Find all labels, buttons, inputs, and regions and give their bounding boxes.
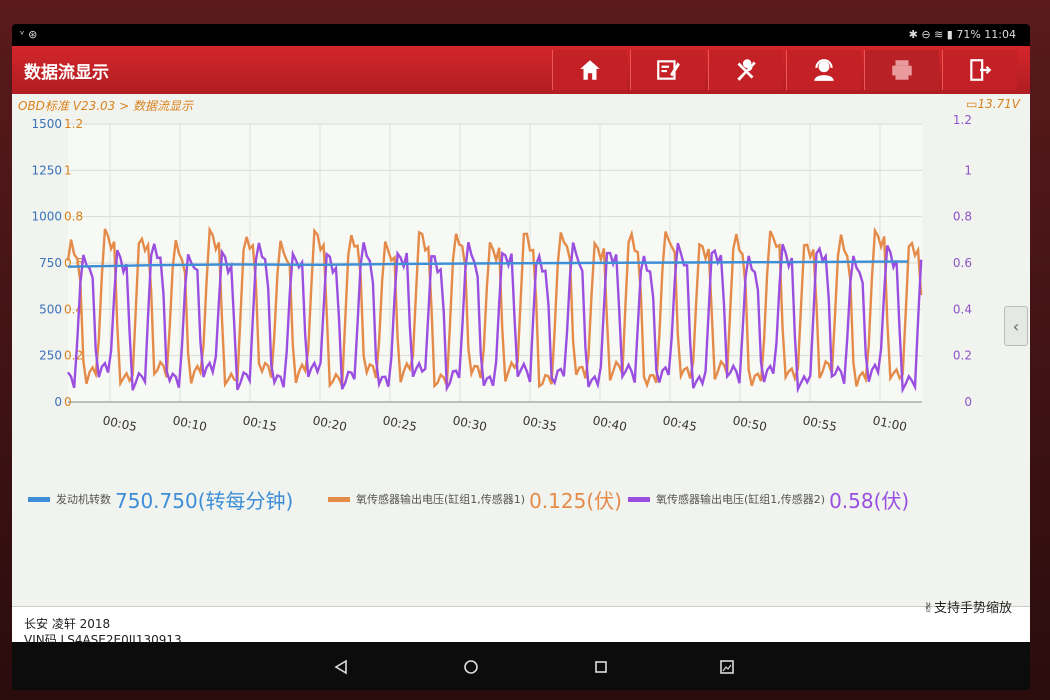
clock: 11:04 (984, 28, 1016, 41)
nav-back-button[interactable] (326, 652, 356, 682)
y-tick-volt-left: 0.8 (64, 210, 83, 224)
x-tick-label: 00:45 (661, 413, 698, 434)
legend: 发动机转数 750.750(转每分钟) 氧传感器输出电压(缸组1,传感器1) 0… (28, 474, 1018, 514)
x-tick-label: 01:00 (871, 413, 908, 434)
y-tick-volt-right: 1 (964, 163, 972, 177)
y-tick-volt-right: 0.2 (953, 349, 972, 363)
legend-value: 0.58(伏) (829, 489, 910, 513)
y-tick-rpm: 0 (54, 395, 62, 409)
print-button[interactable] (864, 50, 939, 90)
x-tick-label: 00:40 (591, 413, 628, 434)
y-tick-volt-left: 1 (64, 163, 72, 177)
y-tick-rpm: 750 (39, 256, 62, 270)
edit-button[interactable] (630, 50, 705, 90)
x-tick-label: 00:35 (521, 413, 558, 434)
side-expand-button[interactable]: ‹ (1004, 306, 1028, 346)
y-tick-volt-left: 0.6 (64, 256, 83, 270)
legend-swatch-o2-sensor2 (628, 497, 650, 502)
back-icon (334, 659, 347, 675)
y-tick-volt-right: 0.6 (953, 256, 972, 270)
breadcrumb: OBD标准 V23.03 > 数据流显示 (18, 99, 193, 113)
status-bar: ᵛ ⊛ ✱ ⊖ ≋ ▮ 71% 11:04 (12, 24, 1030, 46)
y-tick-rpm: 500 (39, 302, 62, 316)
edit-icon (657, 60, 680, 80)
exit-button[interactable] (942, 50, 1017, 90)
y-tick-volt-right: 0.8 (953, 210, 972, 224)
y-tick-volt-left: 0 (64, 395, 72, 409)
gesture-zoom-hint: ✌支持手势缩放 (923, 597, 1012, 616)
legend-name: 氧传感器输出电压(缸组1,传感器1) (356, 493, 526, 506)
series-line-o2-sensor1 (66, 225, 923, 389)
y-tick-volt-right: 1.2 (953, 113, 972, 127)
x-tick-label: 00:55 (801, 413, 838, 434)
x-tick-label: 00:20 (311, 413, 348, 434)
vehicle-info-bar: 长安 凌轩 2018 VIN码 LS4ASE2E0JJ130913 ✌支持手势缩… (12, 601, 1030, 647)
nav-home-button[interactable] (456, 652, 486, 682)
y-tick-rpm: 1500 (31, 117, 62, 131)
series-line-rpm (67, 260, 909, 268)
home-button[interactable] (552, 50, 627, 90)
data-stream-panel: OBD标准 V23.03 > 数据流显示 ▭13.71V 1500 1.2 1.2 1… (12, 94, 1030, 606)
y-tick-volt-left: 1.2 (64, 117, 83, 131)
x-tick-label: 00:30 (451, 413, 488, 434)
gesture-zoom-label: 支持手势缩放 (933, 601, 1012, 616)
battery-voltage-value: 13.71V (977, 97, 1020, 111)
home-icon (580, 60, 600, 80)
status-right: ✱ ⊖ ≋ ▮ 71% 11:04 (909, 28, 1016, 41)
x-tick-label: 00:25 (381, 413, 418, 434)
y-tick-rpm: 1000 (31, 210, 62, 224)
series-line-o2-sensor2 (67, 242, 923, 394)
screenshot-icon (720, 660, 734, 674)
vehicle-model: 长安 凌轩 2018 (24, 617, 111, 631)
nav-screenshot-button[interactable] (712, 652, 742, 682)
nav-recent-button[interactable] (586, 652, 616, 682)
android-nav-bar (12, 642, 1030, 690)
legend-name: 发动机转数 (56, 493, 111, 506)
legend-name: 氧传感器输出电压(缸组1,传感器2) (656, 493, 826, 506)
chevron-left-icon: ‹ (1012, 316, 1020, 336)
page-title: 数据流显示 (24, 63, 109, 83)
legend-swatch-rpm (28, 497, 50, 502)
y-tick-rpm: 250 (39, 349, 62, 363)
device-screen: ᵛ ⊛ ✱ ⊖ ≋ ▮ 71% 11:04 数据流显示 OBD标准 V23.03… (12, 24, 1030, 690)
legend-item-o2-sensor1: 氧传感器输出电压(缸组1,传感器1) 0.125(伏) (328, 474, 622, 514)
legend-swatch-o2-sensor1 (328, 497, 350, 502)
battery-icon: ▭ (966, 97, 978, 111)
status-left-icons: ᵛ ⊛ (20, 28, 38, 41)
wrench-icon (737, 59, 756, 81)
title-bar: 数据流显示 (12, 46, 1030, 94)
printer-icon (892, 60, 912, 80)
x-tick-label: 00:10 (171, 413, 208, 434)
x-tick-label: 00:15 (241, 413, 278, 434)
x-tick-label: 00:05 (101, 413, 138, 434)
y-tick-volt-left: 0.2 (64, 349, 83, 363)
battery-voltage: ▭13.71V (966, 97, 1020, 111)
legend-value: 0.125(伏) (529, 489, 622, 513)
legend-value: 750.750(转每分钟) (115, 489, 294, 513)
x-tick-label: 00:50 (731, 413, 768, 434)
y-tick-volt-right: 0 (964, 395, 972, 409)
y-tick-volt-right: 0.4 (953, 302, 972, 316)
legend-item-o2-sensor2: 氧传感器输出电压(缸组1,传感器2) 0.58(伏) (628, 474, 909, 514)
recent-apps-icon (595, 661, 607, 673)
support-icon (814, 59, 834, 81)
home-circle-icon (464, 660, 478, 674)
status-icons: ✱ ⊖ ≋ ▮ (908, 28, 953, 41)
battery-percent: 71% (956, 28, 981, 41)
support-button[interactable] (786, 50, 861, 90)
exit-icon (970, 59, 992, 81)
gesture-icon: ✌ (923, 601, 934, 616)
tools-button[interactable] (708, 50, 783, 90)
legend-item-rpm: 发动机转数 750.750(转每分钟) (28, 474, 293, 514)
y-tick-rpm: 1250 (31, 163, 62, 177)
